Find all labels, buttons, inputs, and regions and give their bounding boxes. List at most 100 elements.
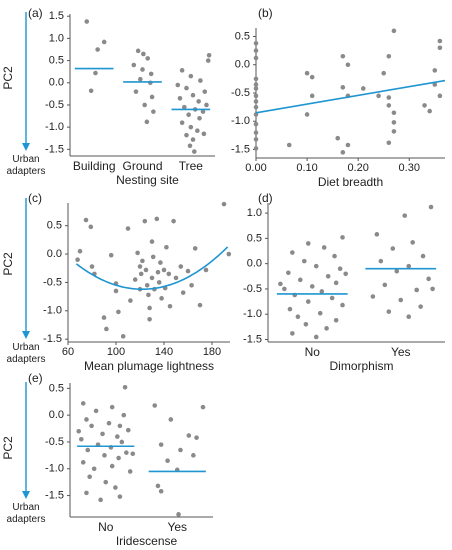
data-point bbox=[340, 302, 345, 308]
y-tick-label: 1.0 bbox=[247, 207, 262, 219]
pc2-axis-title: PC2 bbox=[1, 436, 15, 460]
data-point bbox=[88, 224, 94, 230]
x-axis-label: Dimorphism bbox=[329, 359, 393, 373]
data-point bbox=[167, 303, 173, 309]
data-point bbox=[253, 76, 259, 82]
data-point bbox=[178, 264, 184, 269]
x-axis-label: Iridescense bbox=[116, 534, 178, 548]
data-point bbox=[121, 412, 127, 418]
data-point bbox=[391, 120, 397, 125]
y-tick-label: -1.0 bbox=[43, 305, 62, 317]
x-axis-label: Mean plumage lightness bbox=[84, 359, 214, 373]
data-point bbox=[179, 68, 185, 73]
data-point bbox=[135, 48, 141, 54]
y-tick-label: 1.0 bbox=[49, 32, 64, 44]
data-point bbox=[437, 93, 443, 99]
category-label: Building bbox=[73, 159, 116, 173]
data-point bbox=[205, 58, 211, 63]
data-point bbox=[158, 260, 163, 265]
data-point bbox=[78, 436, 84, 442]
data-point bbox=[253, 99, 259, 104]
data-point bbox=[437, 38, 443, 44]
data-point bbox=[390, 246, 396, 251]
data-point bbox=[360, 86, 366, 91]
data-point bbox=[204, 102, 209, 108]
y-tick-label: -0.5 bbox=[43, 276, 62, 288]
x-tick-label: 60 bbox=[62, 346, 74, 358]
data-point bbox=[253, 48, 259, 53]
data-point bbox=[332, 253, 337, 259]
y-tick-label: 0.0 bbox=[247, 258, 262, 270]
data-point bbox=[156, 280, 162, 285]
data-point bbox=[182, 104, 187, 110]
data-point bbox=[177, 96, 183, 101]
data-point bbox=[113, 288, 119, 294]
data-point bbox=[109, 463, 115, 469]
data-point bbox=[154, 216, 160, 222]
data-point bbox=[127, 469, 133, 474]
pc2-axis-title: PC2 bbox=[1, 252, 15, 276]
data-point bbox=[432, 82, 438, 87]
data-point bbox=[168, 417, 174, 422]
data-point bbox=[145, 56, 151, 61]
y-tick-label: 0.0 bbox=[49, 77, 64, 89]
data-point bbox=[200, 109, 206, 114]
data-point bbox=[117, 494, 123, 499]
adapters-label: adapters bbox=[7, 166, 46, 177]
y-tick-label: 0.5 bbox=[49, 55, 64, 67]
data-point bbox=[406, 263, 412, 269]
data-point bbox=[106, 420, 112, 426]
data-point bbox=[103, 479, 109, 485]
data-point bbox=[343, 271, 349, 277]
data-point bbox=[319, 289, 325, 294]
data-point bbox=[102, 453, 107, 458]
data-point bbox=[88, 88, 94, 94]
data-point bbox=[253, 121, 259, 127]
data-point bbox=[309, 74, 315, 80]
data-point bbox=[376, 93, 381, 99]
data-point bbox=[414, 287, 419, 293]
category-label: No bbox=[305, 345, 321, 359]
data-point bbox=[286, 142, 292, 148]
category-label: Yes bbox=[167, 520, 187, 534]
data-point bbox=[381, 70, 387, 76]
data-point bbox=[80, 401, 86, 406]
data-point bbox=[386, 95, 392, 100]
data-point bbox=[386, 309, 392, 314]
data-point bbox=[147, 305, 152, 311]
data-point bbox=[406, 314, 412, 320]
urban-label: Urban bbox=[12, 502, 39, 513]
data-point bbox=[93, 70, 98, 76]
data-point bbox=[430, 286, 435, 292]
y-tick-label: -1.5 bbox=[243, 333, 262, 345]
data-point bbox=[394, 268, 400, 274]
data-point bbox=[305, 241, 311, 246]
data-point bbox=[128, 298, 133, 303]
data-point bbox=[125, 226, 131, 231]
data-point bbox=[309, 93, 315, 99]
data-point bbox=[166, 271, 172, 277]
x-tick-label: 0.30 bbox=[399, 162, 420, 174]
data-point bbox=[142, 218, 148, 224]
data-point bbox=[85, 447, 91, 453]
y-tick-label: 0.5 bbox=[235, 30, 250, 42]
y-tick-label: 0.5 bbox=[47, 220, 62, 232]
data-point bbox=[188, 73, 194, 79]
data-point bbox=[197, 302, 203, 308]
data-point bbox=[115, 434, 120, 439]
data-point bbox=[428, 204, 434, 210]
direction-arrow-head bbox=[22, 143, 30, 151]
data-point bbox=[75, 257, 80, 263]
data-point bbox=[149, 239, 155, 244]
panel-label: (e) bbox=[28, 371, 43, 385]
data-point bbox=[286, 270, 291, 276]
data-point bbox=[303, 322, 309, 327]
data-point bbox=[189, 282, 194, 288]
data-point bbox=[437, 45, 443, 51]
data-point bbox=[101, 315, 107, 320]
data-point bbox=[253, 55, 259, 61]
y-tick-label: -1.5 bbox=[43, 333, 62, 345]
data-point bbox=[253, 40, 259, 46]
data-point bbox=[140, 258, 145, 264]
y-tick-label: 0.0 bbox=[49, 409, 64, 421]
